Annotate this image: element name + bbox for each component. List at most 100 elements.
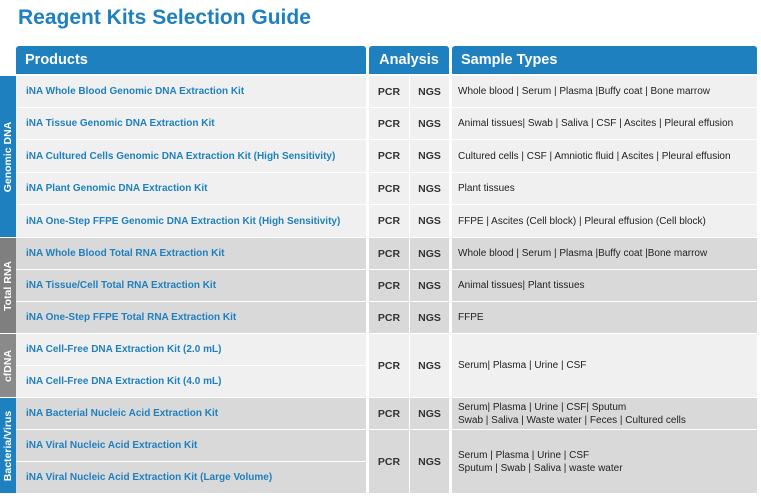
pcr-cell: PCR <box>369 140 409 172</box>
product-name: iNA Viral Nucleic Acid Extraction Kit <box>26 440 198 451</box>
pcr-label: PCR <box>377 215 401 227</box>
pcr-cell-merged: PCR <box>369 334 409 397</box>
sample-types-cell: FFPE | Ascites (Cell block) | Pleural ef… <box>452 205 757 237</box>
pcr-cell: PCR <box>369 108 409 139</box>
pcr-label: PCR <box>377 359 401 372</box>
product-cell: iNA Whole Blood Genomic DNA Extraction K… <box>16 76 366 107</box>
ngs-label: NGS <box>418 279 441 292</box>
header-analysis-label: Analysis <box>379 52 439 68</box>
ngs-label: NGS <box>418 117 441 130</box>
product-name: iNA Viral Nucleic Acid Extraction Kit (L… <box>26 472 273 483</box>
product-cell: iNA Viral Nucleic Acid Extraction Kit <box>16 430 366 461</box>
pcr-cell: PCR <box>369 398 409 429</box>
page-title: Reagent Kits Selection Guide <box>18 6 311 29</box>
pcr-label: PCR <box>377 247 401 260</box>
product-cell: iNA Bacterial Nucleic Acid Extraction Ki… <box>16 398 366 429</box>
product-cell: iNA Tissue/Cell Total RNA Extraction Kit <box>16 270 366 301</box>
ngs-cell: NGS <box>410 270 449 301</box>
sample-types-cell-merged: Serum | Plasma | Urine | CSF Sputum | Swa… <box>452 430 757 493</box>
sample-types-line: Whole blood | Serum | Plasma |Buffy coat… <box>458 248 708 259</box>
pcr-cell: PCR <box>369 302 409 333</box>
pcr-cell: PCR <box>369 76 409 107</box>
pcr-label: PCR <box>377 455 401 468</box>
group-label-text: Bacteria/Virus <box>2 410 14 481</box>
pcr-label: PCR <box>377 279 401 292</box>
sample-types-cell: Serum| Plasma | Urine | CSF| Sputum Swab … <box>452 398 757 429</box>
product-name: iNA Cell-Free DNA Extraction Kit (4.0 mL… <box>26 376 222 387</box>
product-name: iNA Whole Blood Genomic DNA Extraction K… <box>26 86 245 97</box>
group-label-1: Total RNA <box>0 238 16 333</box>
ngs-cell: NGS <box>410 140 449 172</box>
sample-types-cell: Cultured cells | CSF | Amniotic fluid | … <box>452 140 757 172</box>
sample-types-cell: Whole blood | Serum | Plasma |Buffy coat… <box>452 238 757 269</box>
pcr-cell: PCR <box>369 270 409 301</box>
sample-types-cell: FFPE <box>452 302 757 333</box>
pcr-label: PCR <box>377 85 401 98</box>
header-products-label: Products <box>25 52 88 68</box>
pcr-label: PCR <box>377 150 401 162</box>
sample-types-line-2: Sputum | Swab | Saliva | waste water <box>458 462 623 474</box>
sample-types-cell: Animal tissues| Plant tissues <box>452 270 757 301</box>
sample-types-cell: Whole blood | Serum | Plasma |Buffy coat… <box>452 76 757 107</box>
pcr-label: PCR <box>377 117 401 130</box>
ngs-label: NGS <box>418 407 441 420</box>
ngs-label: NGS <box>418 311 441 324</box>
pcr-cell-merged: PCR <box>369 430 409 493</box>
product-cell: iNA Viral Nucleic Acid Extraction Kit (L… <box>16 462 366 493</box>
product-cell: iNA Cell-Free DNA Extraction Kit (4.0 mL… <box>16 366 366 397</box>
product-cell: iNA Cell-Free DNA Extraction Kit (2.0 mL… <box>16 334 366 365</box>
sample-types-line: Animal tissues| Swab | Saliva | CSF | As… <box>458 118 734 129</box>
group-label-0: Genomic DNA <box>0 76 16 237</box>
ngs-cell: NGS <box>410 205 449 237</box>
product-cell: iNA Tissue Genomic DNA Extraction Kit <box>16 108 366 139</box>
group-label-text: Genomic DNA <box>2 121 14 192</box>
ngs-cell: NGS <box>410 173 449 204</box>
product-cell: iNA Plant Genomic DNA Extraction Kit <box>16 173 366 204</box>
ngs-cell-merged: NGS <box>410 430 449 493</box>
sample-types-line: Animal tissues| Plant tissues <box>458 280 585 291</box>
sample-types-line: FFPE | Ascites (Cell block) | Pleural ef… <box>458 215 706 227</box>
sample-types-line: Cultured cells | CSF | Amniotic fluid | … <box>458 150 731 162</box>
pcr-cell: PCR <box>369 173 409 204</box>
ngs-label: NGS <box>418 150 441 162</box>
product-cell: iNA Whole Blood Total RNA Extraction Kit <box>16 238 366 269</box>
pcr-cell: PCR <box>369 238 409 269</box>
sample-types-line: Plant tissues <box>458 183 515 194</box>
ngs-label: NGS <box>418 359 441 372</box>
ngs-cell: NGS <box>410 302 449 333</box>
sample-types-line: Serum | Plasma | Urine | CSF <box>458 449 590 461</box>
ngs-label: NGS <box>418 247 441 260</box>
header-sample-types-label: Sample Types <box>461 52 558 68</box>
product-cell: iNA One-Step FFPE Total RNA Extraction K… <box>16 302 366 333</box>
pcr-label: PCR <box>377 311 401 324</box>
group-label-text: cfDNA <box>2 349 14 382</box>
ngs-cell-merged: NGS <box>410 334 449 397</box>
header-products: Products <box>16 46 366 74</box>
header-analysis: Analysis <box>369 46 449 74</box>
product-cell: iNA One-Step FFPE Genomic DNA Extraction… <box>16 205 366 237</box>
product-name: iNA Whole Blood Total RNA Extraction Kit <box>26 248 225 259</box>
ngs-cell: NGS <box>410 398 449 429</box>
ngs-cell: NGS <box>410 108 449 139</box>
sample-types-line: Serum| Plasma | Urine | CSF| Sputum <box>458 401 627 413</box>
ngs-label: NGS <box>418 182 441 195</box>
pcr-cell: PCR <box>369 205 409 237</box>
product-name: iNA Cell-Free DNA Extraction Kit (2.0 mL… <box>26 344 222 355</box>
product-name: iNA Tissue/Cell Total RNA Extraction Kit <box>26 280 217 291</box>
product-name: iNA One-Step FFPE Genomic DNA Extraction… <box>26 215 341 227</box>
ngs-cell: NGS <box>410 238 449 269</box>
ngs-label: NGS <box>418 85 441 98</box>
pcr-label: PCR <box>377 407 401 420</box>
sample-types-cell: Animal tissues| Swab | Saliva | CSF | As… <box>452 108 757 139</box>
sample-types-line: FFPE <box>458 312 484 323</box>
product-name: iNA Tissue Genomic DNA Extraction Kit <box>26 118 215 129</box>
header-sample-types: Sample Types <box>452 46 757 74</box>
product-name: iNA One-Step FFPE Total RNA Extraction K… <box>26 312 237 323</box>
sample-types-line-2: Swab | Saliva | Waste water | Feces | Cu… <box>458 414 686 426</box>
ngs-label: NGS <box>418 455 441 468</box>
sample-types-cell: Plant tissues <box>452 173 757 204</box>
ngs-cell: NGS <box>410 76 449 107</box>
group-label-text: Total RNA <box>2 260 14 311</box>
sample-types-line: Serum| Plasma | Urine | CSF <box>458 360 587 371</box>
ngs-label: NGS <box>418 215 441 227</box>
